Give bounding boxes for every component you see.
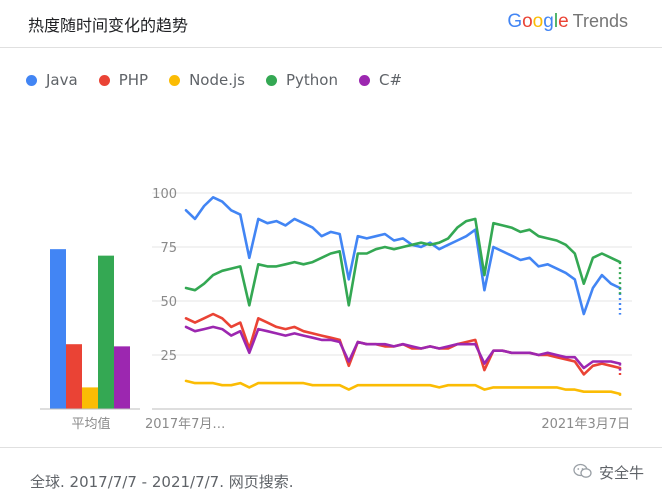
legend-item-php[interactable]: PHP — [98, 71, 149, 89]
legend-swatch — [265, 74, 277, 86]
legend-swatch — [169, 74, 181, 86]
watermark-text: 安全牛 — [598, 464, 644, 482]
legend-swatch — [358, 74, 370, 86]
legend-label: Java — [46, 71, 78, 89]
legend-label: Node.js — [189, 71, 245, 89]
legend-item-python[interactable]: Python — [265, 71, 338, 89]
y-tick-label: 75 — [160, 241, 177, 256]
y-tick-label: 100 — [152, 187, 177, 202]
legend-label: C# — [378, 71, 403, 89]
card-header: 热度随时间变化的趋势 Google Trends — [0, 0, 662, 48]
average-bar-java — [50, 249, 66, 409]
average-label: 平均值 — [71, 416, 110, 432]
chart-legend: Java PHP Node.js Python C# — [26, 69, 423, 91]
series-line-python — [184, 217, 622, 307]
average-bar-python — [98, 255, 114, 409]
average-bar-c- — [114, 346, 130, 409]
google-trends-logo[interactable]: Google Trends — [507, 11, 628, 33]
legend-swatch — [98, 74, 110, 86]
x-tick-label: 2017年7月… — [145, 417, 225, 432]
footer-text: 全球. 2017/7/7 - 2021/7/7. 网页搜索. — [30, 473, 294, 491]
average-bar-node-js — [82, 387, 98, 409]
legend-label: PHP — [118, 71, 149, 89]
google-logo-text: Google — [507, 11, 569, 32]
legend-swatch — [26, 74, 37, 86]
wechat-icon — [573, 463, 593, 483]
series-line-node-js — [184, 379, 622, 396]
series-line-c- — [184, 325, 622, 370]
legend-label: Python — [285, 71, 338, 89]
average-bar-php — [66, 344, 82, 409]
y-tick-label: 50 — [160, 295, 177, 310]
legend-item-c-[interactable]: C# — [358, 71, 403, 89]
y-tick-label: 25 — [160, 349, 177, 364]
watermark: 安全牛 — [573, 462, 644, 483]
card-footer: 全球. 2017/7/7 - 2021/7/7. 网页搜索. 安全牛 — [0, 447, 662, 495]
series-line-java — [184, 196, 622, 316]
legend-item-java[interactable]: Java — [26, 71, 78, 89]
legend-item-node-js[interactable]: Node.js — [169, 71, 245, 89]
trends-logo-text: Trends — [572, 11, 628, 31]
page-title: 热度随时间变化的趋势 — [28, 16, 189, 35]
trend-chart: 100 75 50 25 2017年7月… 2021年3月7日 平均值 — [40, 187, 632, 432]
x-tick-label: 2021年3月7日 — [541, 417, 630, 432]
